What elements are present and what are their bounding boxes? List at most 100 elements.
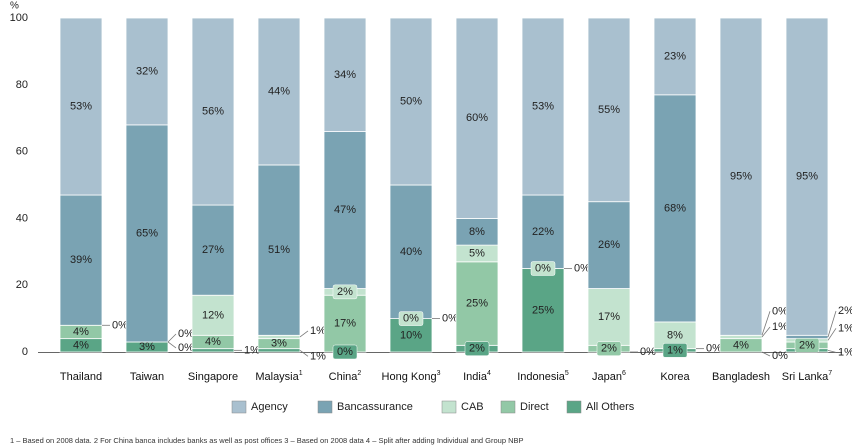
legend-label: Bancassurance [337, 401, 413, 413]
bar-segment [59, 194, 103, 326]
data-label: 1% [310, 350, 326, 362]
data-label: 1% [772, 321, 788, 333]
legend-swatch [317, 400, 333, 414]
data-label: 65% [136, 227, 158, 239]
data-label: 8% [667, 329, 683, 341]
bar-segment [653, 94, 697, 323]
y-tick-label: 40 [16, 212, 28, 224]
legend-label: Direct [520, 401, 549, 413]
data-label: 25% [532, 304, 554, 316]
x-tick-label: India4 [463, 370, 491, 384]
data-label: 34% [334, 69, 356, 81]
bar-segment [191, 204, 235, 296]
bar-segment [653, 17, 697, 96]
y-tick-label: 60 [16, 146, 28, 158]
bar-segment [521, 17, 565, 196]
legend-label: All Others [586, 401, 635, 413]
x-tick-label: Sri Lanka7 [782, 370, 832, 384]
data-label: 53% [532, 101, 554, 113]
data-label: 95% [796, 171, 818, 183]
data-label-box [530, 261, 556, 276]
bar-segment [257, 164, 301, 336]
data-label-box [596, 341, 622, 356]
label-leader [827, 310, 837, 338]
data-label: 44% [268, 85, 290, 97]
data-label: 0% [640, 346, 656, 358]
data-label: 22% [532, 226, 554, 238]
x-tick-label: Indonesia5 [517, 370, 569, 384]
data-label: 2% [601, 343, 617, 355]
label-leader [167, 341, 177, 349]
data-label: 17% [598, 311, 620, 323]
data-label: 1% [244, 344, 260, 356]
x-tick-label: Japan6 [592, 370, 626, 384]
data-label-box [332, 344, 358, 360]
bar-segment [785, 17, 829, 336]
data-label: 53% [70, 101, 92, 113]
x-tick-label: Korea [660, 371, 690, 383]
data-label: 0% [337, 346, 353, 358]
data-label: 1% [838, 346, 852, 358]
data-label: 0% [772, 305, 788, 317]
bar-segment [455, 17, 499, 219]
data-label: 0% [772, 350, 788, 362]
bar-segment [323, 131, 367, 289]
y-axis-unit: % [10, 1, 19, 12]
data-label: 4% [73, 326, 89, 338]
bar-segment [257, 17, 301, 166]
label-leader [299, 350, 309, 357]
data-label: 1% [310, 325, 326, 337]
data-label-box [332, 284, 358, 300]
footnote: 1 – Based on 2008 data. 2 For China banc… [10, 436, 524, 445]
label-leader [761, 311, 771, 336]
data-label-box [662, 343, 688, 358]
data-label: 55% [598, 104, 620, 116]
data-label: 60% [466, 112, 488, 124]
data-label: 56% [202, 106, 224, 118]
data-label: 25% [466, 298, 488, 310]
bar-segment [719, 334, 763, 340]
bar-segment [389, 184, 433, 320]
bar-segment [719, 17, 763, 336]
data-label: 23% [664, 50, 686, 62]
data-label: 2% [799, 339, 815, 351]
data-label: 5% [469, 247, 485, 259]
data-label: 0% [112, 319, 128, 331]
data-label: 0% [535, 263, 551, 275]
bar-segment [455, 261, 499, 346]
data-label: 0% [442, 313, 458, 325]
data-label: 68% [664, 202, 686, 214]
data-label: 0% [574, 263, 590, 275]
x-tick-label: Taiwan [130, 371, 164, 383]
bar-segment [389, 17, 433, 186]
data-label: 4% [205, 336, 221, 348]
x-tick-label: Thailand [60, 371, 102, 383]
y-tick-label: 20 [16, 279, 28, 291]
label-leader [827, 328, 837, 341]
legend-swatch [441, 400, 457, 414]
data-label: 1% [838, 322, 852, 334]
x-tick-label: Bangladesh [712, 371, 770, 383]
bar-segment [125, 17, 169, 126]
bar-segment [191, 348, 235, 353]
legend-swatch [500, 400, 516, 414]
x-tick-label: Hong Kong3 [382, 370, 441, 384]
x-tick-label: China2 [329, 370, 362, 384]
data-label: 4% [73, 339, 89, 351]
x-tick-label: Malaysia1 [255, 370, 302, 384]
data-label: 32% [136, 65, 158, 77]
data-label: 0% [178, 328, 194, 340]
bar-segment [521, 194, 565, 269]
data-label: 3% [139, 341, 155, 353]
label-leader [761, 326, 771, 338]
y-tick-label: 80 [16, 79, 28, 91]
legend-label: Agency [251, 401, 288, 413]
data-label: 51% [268, 244, 290, 256]
data-label: 0% [403, 313, 419, 325]
data-label: 40% [400, 246, 422, 258]
data-label: 3% [271, 338, 287, 350]
bar-segment [59, 17, 103, 196]
bar-segment [125, 124, 169, 343]
data-label: 8% [469, 226, 485, 238]
data-label-box [398, 311, 424, 326]
